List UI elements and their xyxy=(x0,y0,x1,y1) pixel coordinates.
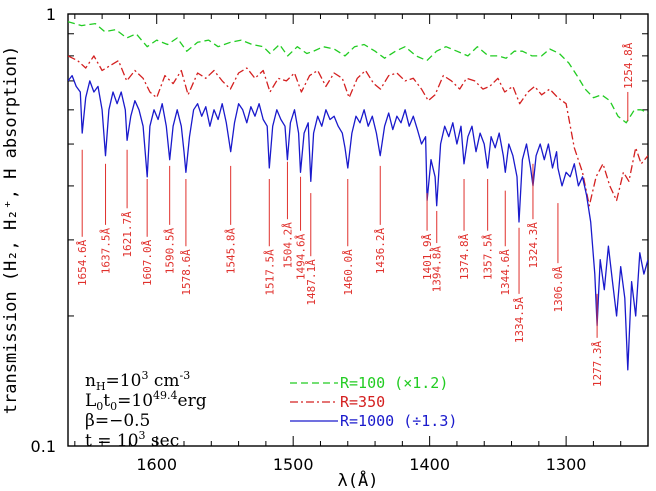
x-tick-label: 1600 xyxy=(136,455,177,474)
line-marker-label: 1621.7Å xyxy=(121,211,134,258)
series-line xyxy=(68,74,648,371)
axis-tick-labels: 1600 1500 1400 1300 1 0.1 xyxy=(31,5,587,474)
line-marker-label: 1436.2Å xyxy=(374,227,387,274)
line-marker-label: 1654.6Å xyxy=(76,239,89,286)
line-marker-label: 1306.0Å xyxy=(552,266,565,313)
line-marker-label: 1487.1Å xyxy=(305,259,318,306)
y-axis-title: transmission (H₂, H₂⁺, H absorption) xyxy=(1,46,21,414)
line-marker-label: 1277.3Å xyxy=(591,340,604,387)
line-marker-label: 1545.8Å xyxy=(225,227,238,274)
axis-ticks xyxy=(68,14,649,446)
x-tick-label: 1400 xyxy=(409,455,450,474)
line-marker-label: 1590.5Å xyxy=(164,227,177,274)
plot-frame xyxy=(67,13,649,447)
line-marker-label: 1357.5Å xyxy=(482,233,495,280)
line-marker-label: 1494.6Å xyxy=(295,233,308,280)
line-marker-label: 1324.3Å xyxy=(527,222,540,269)
line-marker-label: 1374.8Å xyxy=(458,233,471,280)
line-marker-label: 1254.8Å xyxy=(622,42,635,89)
line-marker-label: 1637.5Å xyxy=(100,227,113,274)
legend-label: R=1000 (÷1.3) xyxy=(340,412,457,430)
line-marker-label: 1344.6Å xyxy=(499,249,512,296)
line-marker-label: 1578.6Å xyxy=(180,249,193,296)
parameter-line: t = 103 sec xyxy=(85,429,179,451)
line-marker-label: 1607.0Å xyxy=(141,239,154,286)
y-tick-label: 0.1 xyxy=(31,437,56,456)
line-marker-label: 1394.8Å xyxy=(431,246,444,293)
line-marker-label: 1401.9Å xyxy=(421,233,434,280)
legend-label: R=350 xyxy=(340,393,385,411)
series-line xyxy=(68,55,648,207)
y-tick-label: 1 xyxy=(46,5,56,24)
parameter-line: L0t0=1049.4erg xyxy=(85,389,207,413)
x-tick-label: 1300 xyxy=(546,455,587,474)
x-tick-label: 1500 xyxy=(273,455,314,474)
line-marker-label: 1460.0Å xyxy=(342,249,355,296)
x-axis-title: λ(Å) xyxy=(338,469,379,491)
series-group xyxy=(68,21,648,371)
line-marker-label: 1334.5Å xyxy=(513,296,526,343)
line-markers: 1654.6Å 1637.5Å 1621.7Å 1607.0Å 1590.5Å 1578.… xyxy=(76,42,635,387)
legend-label: R=100 (×1.2) xyxy=(340,374,448,392)
line-marker-label: 1504.2Å xyxy=(281,222,294,269)
line-marker-label: 1517.5Å xyxy=(263,249,276,296)
parameter-line: β=−0.5 xyxy=(85,411,150,431)
parameter-line: nH=103 cm-3 xyxy=(85,369,190,393)
series-line xyxy=(68,21,648,124)
